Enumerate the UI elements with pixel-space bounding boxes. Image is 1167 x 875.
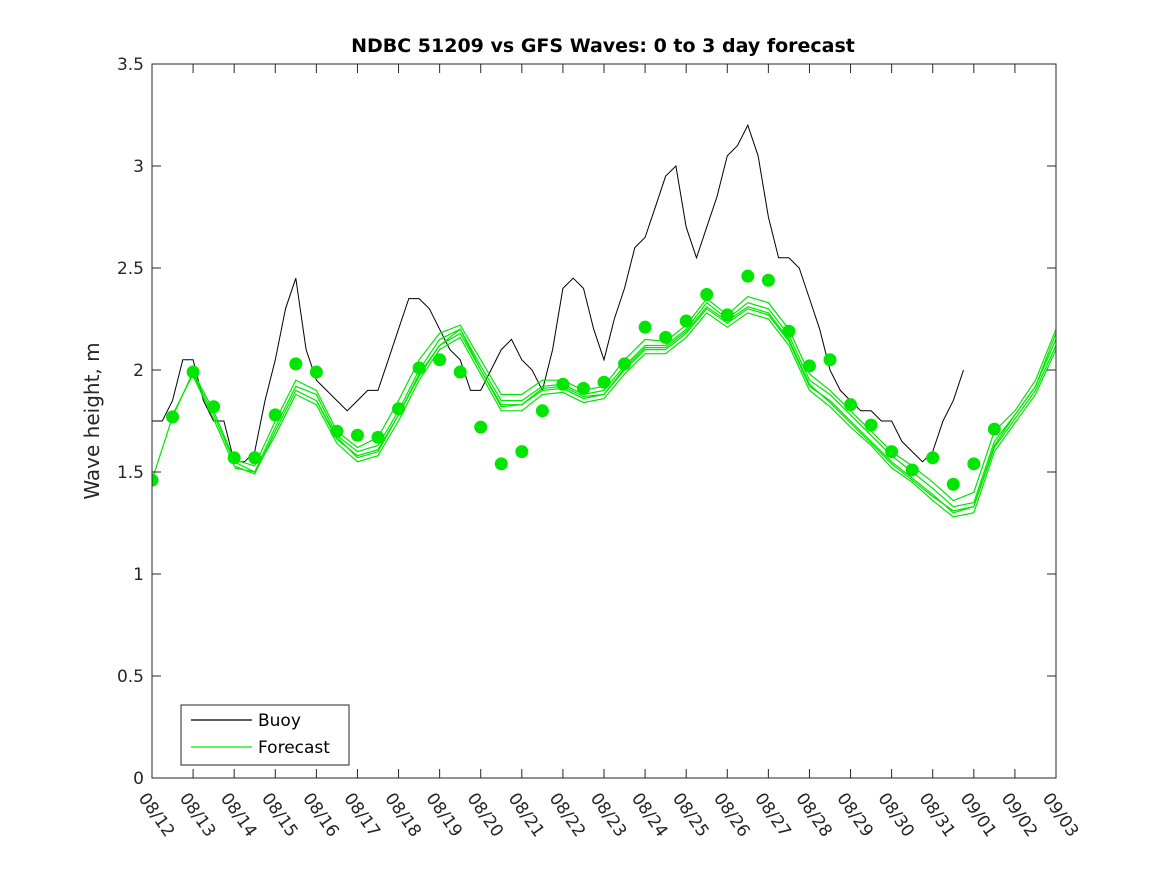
forecast-point <box>289 357 303 371</box>
y-tick-label: 2 <box>133 361 144 381</box>
y-tick-label: 1 <box>133 565 144 585</box>
forecast-point <box>166 410 180 424</box>
forecast-point <box>248 451 262 465</box>
forecast-point <box>186 365 200 379</box>
forecast-point <box>844 398 858 412</box>
forecast-point <box>494 457 508 471</box>
x-tick-label: 08/30 <box>874 789 918 841</box>
x-tick-label: 08/13 <box>175 789 219 841</box>
forecast-point <box>638 320 652 334</box>
x-tick-label: 08/18 <box>380 789 424 841</box>
forecast-point <box>987 422 1001 436</box>
forecast-point <box>556 377 570 391</box>
forecast-point <box>700 288 714 302</box>
forecast-run-line-5 <box>315 305 1056 512</box>
x-tick-label: 08/19 <box>422 789 466 841</box>
x-tick-label: 08/25 <box>668 789 712 841</box>
forecast-run-line-2 <box>171 301 1056 508</box>
y-axis-label: Wave height, m <box>80 342 104 499</box>
forecast-point <box>679 314 693 328</box>
forecast-point <box>905 463 919 477</box>
forecast-point <box>207 400 221 414</box>
x-tick-label: 08/28 <box>791 789 835 841</box>
forecast-point <box>720 308 734 322</box>
forecast-run-line-4 <box>234 312 1056 518</box>
forecast-point <box>761 273 775 287</box>
x-tick-label: 08/17 <box>339 789 383 841</box>
x-tick-label: 08/12 <box>134 789 178 841</box>
x-tick-label: 08/16 <box>298 789 342 841</box>
legend: Buoy Forecast <box>180 704 350 766</box>
x-tick-label: 09/03 <box>1038 789 1082 841</box>
y-tick-label: 2.5 <box>117 259 144 279</box>
forecast-point <box>741 269 755 283</box>
forecast-point <box>926 451 940 465</box>
forecast-point <box>515 445 529 459</box>
y-tick-label: 3.5 <box>117 55 144 75</box>
forecast-point <box>268 408 282 422</box>
chart-title: NDBC 51209 vs GFS Waves: 0 to 3 day fore… <box>351 35 855 57</box>
x-tick-label: 08/15 <box>257 789 301 841</box>
forecast-point <box>535 404 549 418</box>
x-tick-label: 08/14 <box>216 789 260 841</box>
forecast-point <box>618 357 632 371</box>
y-tick-label: 3 <box>133 157 144 177</box>
forecast-point <box>597 375 611 389</box>
plot-frame <box>151 63 1057 779</box>
forecast-point <box>392 402 406 416</box>
x-tick-label: 08/22 <box>545 789 589 841</box>
x-tick-label: 08/23 <box>586 789 630 841</box>
forecast-point <box>433 353 447 367</box>
x-tick-label: 09/02 <box>997 789 1041 841</box>
legend-forecast-label: Forecast <box>258 738 330 758</box>
forecast-point <box>782 324 796 338</box>
forecast-point <box>967 457 981 471</box>
forecast-point <box>453 365 467 379</box>
forecast-point <box>412 361 426 375</box>
forecast-point <box>659 330 673 344</box>
forecast-point <box>885 445 899 459</box>
forecast-point <box>309 365 323 379</box>
y-tick-label: 0.5 <box>117 667 144 687</box>
forecast-point <box>330 424 344 438</box>
x-tick-label: 08/21 <box>504 789 548 841</box>
x-tick-label: 08/20 <box>463 789 507 841</box>
forecast-point <box>474 420 488 434</box>
x-tick-label: 08/24 <box>627 789 671 841</box>
x-tick-label: 08/26 <box>709 789 753 841</box>
forecast-point <box>576 381 590 395</box>
forecast-point <box>823 353 837 367</box>
forecast-point <box>227 451 241 465</box>
forecast-point <box>350 428 364 442</box>
forecast-point <box>152 473 159 487</box>
forecast-point <box>802 359 816 373</box>
legend-box <box>180 704 350 766</box>
legend-buoy-label: Buoy <box>258 711 301 731</box>
series-layer <box>152 123 1056 518</box>
forecast-point <box>371 430 385 444</box>
y-tick-label: 1.5 <box>117 463 144 483</box>
x-tick-label: 08/27 <box>750 789 794 841</box>
y-tick-label: 0 <box>133 769 144 789</box>
forecast-point <box>946 477 960 491</box>
x-tick-label: 08/31 <box>915 789 959 841</box>
x-tick-label: 09/01 <box>956 789 1000 841</box>
forecast-point <box>864 418 878 432</box>
x-tick-label: 08/29 <box>832 789 876 841</box>
